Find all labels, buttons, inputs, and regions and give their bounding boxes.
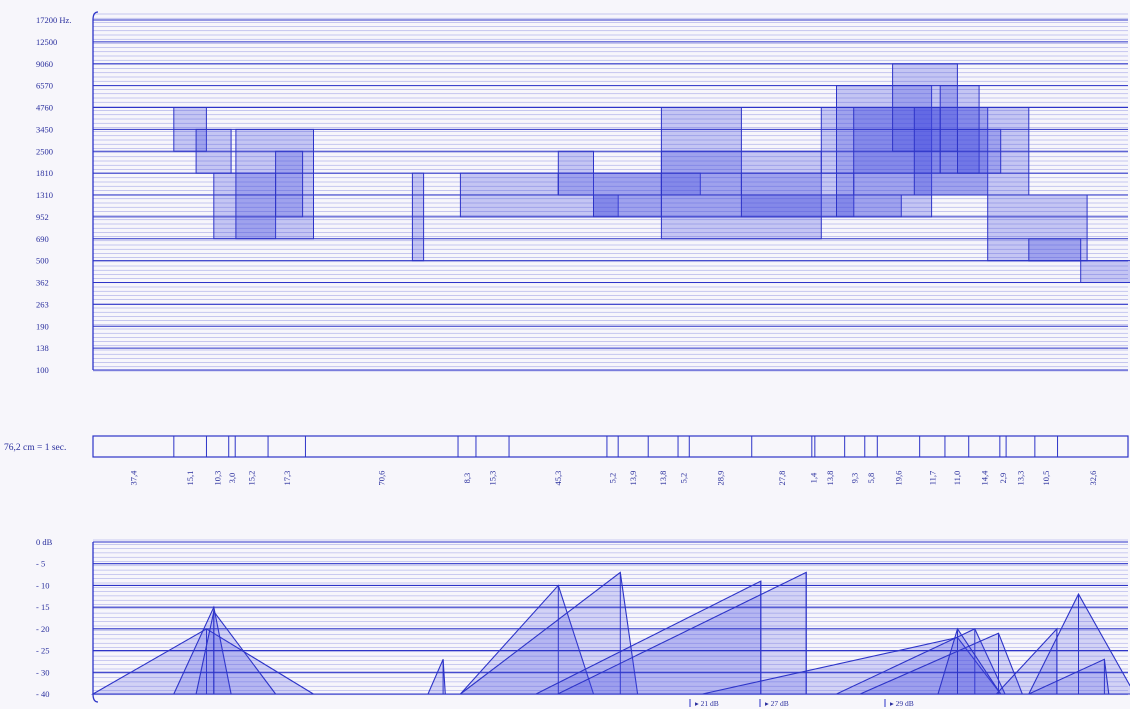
- dynamics-staff-lines: [93, 539, 1128, 696]
- duration-label: 5,2: [608, 473, 618, 484]
- duration-label: 37,4: [128, 470, 138, 486]
- dynamics-bracket: [92, 542, 99, 703]
- dynamics-tick-label: - 10: [36, 580, 49, 590]
- frequency-tick-label: 138: [36, 343, 49, 353]
- duration-label: 13,8: [825, 471, 835, 486]
- frequency-tick-label: 1810: [36, 168, 53, 178]
- duration-label: 32,6: [1088, 471, 1098, 486]
- frequency-tick-label: 690: [36, 234, 49, 244]
- duration-label: 13,3: [1016, 471, 1026, 486]
- dynamics-tick-label: - 5: [36, 559, 45, 569]
- duration-label: 1,4: [808, 472, 818, 483]
- frequency-box: [1028, 238, 1082, 262]
- duration-label: 5,8: [866, 473, 876, 484]
- partial-label: ▸ 27 dB: [765, 699, 789, 708]
- dynamics-tick-label: - 20: [36, 624, 49, 634]
- duration-label: 28,9: [716, 471, 726, 486]
- duration-label: 13,8: [658, 471, 668, 486]
- duration-label: 11,7: [927, 471, 937, 486]
- partial-labels: ▸ 21 dB ▸ 27 dB ▸ 29 dB: [689, 699, 914, 708]
- frequency-box: [213, 172, 277, 240]
- frequency-tick-label: 190: [36, 321, 49, 331]
- frequency-box: [459, 172, 559, 196]
- duration-label: 13,9: [628, 471, 638, 486]
- duration-label: 19,6: [894, 471, 904, 486]
- duration-label: 27,8: [777, 471, 787, 486]
- partial-label: ▸ 29 dB: [890, 699, 914, 708]
- frequency-tick-label: 1310: [36, 190, 53, 200]
- frequency-tick-label: 2500: [36, 146, 53, 156]
- duration-label: 17,3: [282, 471, 292, 486]
- time-strip-frame: [92, 435, 1129, 458]
- frequency-tick-label: 12500: [36, 37, 57, 47]
- duration-label: 14,4: [979, 470, 989, 486]
- duration-label: 3,0: [227, 473, 237, 484]
- frequency-tick-label: 952: [36, 212, 49, 222]
- duration-label: 11,0: [952, 471, 962, 486]
- time-strip: [92, 435, 1129, 458]
- duration-label: 10,3: [213, 471, 223, 486]
- dynamics-axis: 0 dB - 5 - 10 - 15 - 20 - 25 - 30 - 40: [36, 537, 1128, 703]
- duration-label: 5,2: [679, 473, 689, 484]
- time-scale-label: 76,2 cm = 1 sec.: [4, 443, 66, 453]
- frequency-box: [1080, 260, 1130, 284]
- frequency-tick-label: 6570: [36, 81, 53, 91]
- duration-label: 8,3: [462, 473, 472, 484]
- duration-label: 45,3: [553, 471, 563, 486]
- dynamics-tick-label: - 25: [36, 646, 49, 656]
- duration-label: 70,6: [377, 471, 387, 486]
- frequency-tick-label: 263: [36, 299, 49, 309]
- dynamics-tick-label: - 40: [36, 689, 49, 699]
- frequency-bracket: [92, 11, 99, 370]
- frequency-tick-label: 9060: [36, 59, 53, 69]
- duration-label: 15,1: [185, 471, 195, 486]
- dynamics-envelopes: [90, 571, 1130, 695]
- dynamics-tick-label: - 30: [36, 667, 49, 677]
- frequency-tick-label: 4760: [36, 103, 53, 113]
- partial-label: ▸ 21 dB: [695, 699, 719, 708]
- duration-label: 10,5: [1041, 471, 1051, 486]
- duration-label: 9,3: [850, 473, 860, 484]
- frequency-tick-label: 100: [36, 365, 49, 375]
- dynamics-tick-label: 0 dB: [36, 537, 53, 547]
- frequency-tick-label: 500: [36, 256, 49, 266]
- duration-label: 15,3: [488, 471, 498, 486]
- frequency-box: [275, 150, 304, 218]
- duration-labels: 37,4 15,1 10,3 3,0 15,2 17,3 70,6 8,3 15,3 45,3 5,…: [128, 470, 1097, 486]
- frequency-tick-label: 362: [36, 278, 49, 288]
- duration-label: 15,2: [247, 471, 257, 486]
- frequency-tick-label: 3450: [36, 124, 53, 134]
- frequency-tick-label: 17200 Hz.: [36, 15, 71, 25]
- frequency-axis: 17200 Hz. 12500 9060 6570 4760 3450 2500 1810 13…: [36, 11, 1128, 375]
- dynamics-tick-label: - 15: [36, 602, 49, 612]
- duration-label: 2,9: [998, 473, 1008, 484]
